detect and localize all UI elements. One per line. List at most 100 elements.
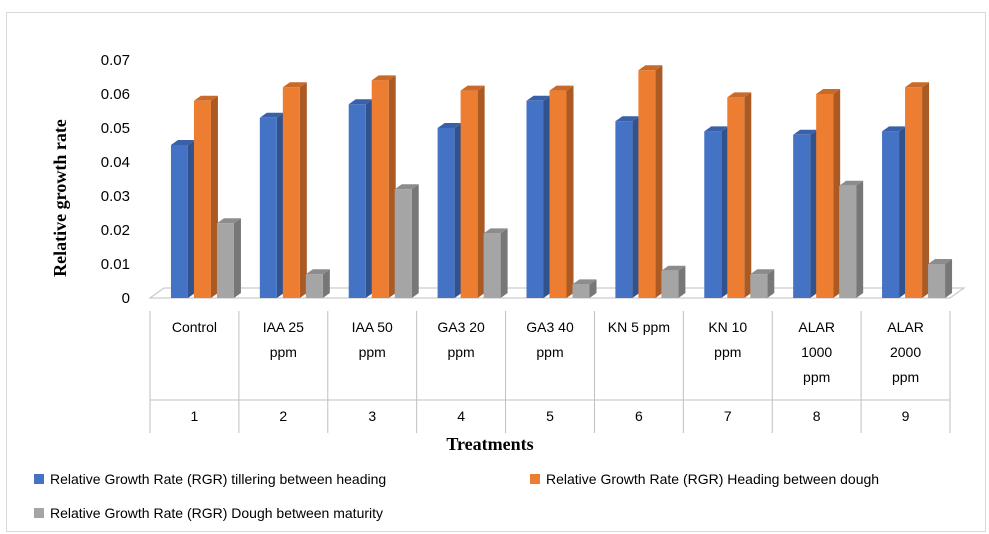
- bar-side: [767, 269, 775, 298]
- category-label: ALAR: [887, 319, 924, 335]
- bar: [170, 145, 188, 298]
- bar: [750, 274, 768, 298]
- bar: [193, 100, 211, 298]
- category-label: ppm: [892, 369, 919, 385]
- category-number: 6: [635, 408, 643, 424]
- bar-side: [655, 65, 663, 298]
- bar-side: [721, 126, 729, 299]
- category-label: ppm: [714, 344, 741, 360]
- bar-side: [187, 140, 195, 298]
- category-label: Control: [172, 319, 217, 335]
- bar-top: [727, 92, 752, 98]
- bar-side: [744, 92, 752, 299]
- bar-side: [589, 279, 597, 298]
- category-label: 1000: [801, 344, 832, 360]
- bar-side: [388, 75, 396, 299]
- bar-top: [483, 228, 508, 234]
- bar: [793, 134, 811, 298]
- bar-side: [945, 259, 953, 298]
- bar: [371, 80, 389, 299]
- bar: [282, 87, 300, 298]
- bar: [216, 223, 234, 298]
- bar: [638, 70, 656, 298]
- category-number: 2: [279, 408, 287, 424]
- bar-top: [348, 99, 373, 105]
- category-label: 2000: [890, 344, 921, 360]
- bar-side: [899, 126, 907, 299]
- bar-side: [810, 129, 818, 298]
- bar-top: [816, 89, 841, 94]
- bar-side: [632, 116, 640, 298]
- bar-top: [170, 140, 195, 145]
- bar-top: [305, 269, 330, 275]
- bar-top: [526, 95, 551, 101]
- bar-side: [922, 82, 930, 298]
- bar-top: [549, 85, 574, 91]
- legend-swatch: [530, 474, 540, 484]
- bar: [305, 274, 323, 298]
- bar-top: [259, 112, 284, 118]
- bar-side: [678, 265, 686, 298]
- bar-side: [833, 89, 841, 298]
- legend-label: Relative Growth Rate (RGR) tillering bet…: [50, 471, 386, 487]
- y-tick-label: 0.01: [101, 256, 130, 273]
- bar-top: [704, 126, 729, 132]
- legend-label: Relative Growth Rate (RGR) Dough between…: [50, 505, 383, 521]
- x-axis-title: Treatments: [446, 434, 533, 454]
- bar-side: [299, 82, 307, 298]
- bar: [882, 131, 900, 298]
- category-number: 3: [368, 408, 376, 424]
- bar: [816, 94, 834, 298]
- bar: [727, 97, 745, 299]
- bar-side: [500, 228, 508, 298]
- y-tick-label: 0: [122, 290, 130, 307]
- y-tick-label: 0.03: [101, 188, 130, 205]
- category-label: ppm: [270, 344, 297, 360]
- bar-side: [276, 112, 284, 298]
- bar: [460, 90, 478, 298]
- y-tick-label: 0.02: [101, 222, 130, 239]
- legend-swatch: [34, 474, 44, 484]
- bar-top: [793, 129, 818, 135]
- legend-swatch: [34, 508, 44, 518]
- category-label: ppm: [447, 344, 474, 360]
- category-label: GA3 40: [526, 319, 574, 335]
- category-table: Control 1 IAA 25 ppm 2 IAA 50 ppm 3 GA3 20 ppm 4 GA…: [149, 311, 951, 433]
- bar-top: [216, 218, 241, 224]
- category-number: 7: [724, 408, 732, 424]
- bar-top: [282, 82, 307, 88]
- y-tick-label: 0.06: [101, 86, 130, 103]
- category-number: 5: [546, 408, 554, 424]
- bar-top: [928, 259, 953, 264]
- bar: [394, 189, 412, 298]
- bar: [526, 100, 544, 298]
- bar-top: [437, 123, 462, 128]
- bar-side: [210, 95, 218, 298]
- bar-side: [543, 95, 551, 298]
- bar: [483, 233, 501, 298]
- bar-top: [839, 180, 864, 186]
- bar: [839, 185, 857, 298]
- category-label: ppm: [536, 344, 563, 360]
- category-label: IAA 50: [352, 319, 393, 335]
- category-label: ppm: [803, 369, 830, 385]
- bar-side: [365, 99, 373, 298]
- category-number: 1: [191, 408, 199, 424]
- bar-top: [905, 82, 930, 88]
- y-tick-label: 0.05: [101, 120, 130, 137]
- bar-top: [572, 279, 597, 285]
- category-number: 8: [813, 408, 821, 424]
- bar: [348, 104, 366, 298]
- bar-top: [615, 116, 640, 122]
- category-label: IAA 25: [263, 319, 304, 335]
- bar: [572, 284, 590, 298]
- bar: [615, 121, 633, 298]
- bar-top: [661, 265, 686, 271]
- category-number: 9: [902, 408, 910, 424]
- bar-side: [477, 85, 485, 298]
- category-label: KN 10: [708, 319, 747, 335]
- bar-side: [322, 269, 330, 298]
- category-label: GA3 20: [437, 319, 485, 335]
- legend-label: Relative Growth Rate (RGR) Heading betwe…: [546, 471, 879, 487]
